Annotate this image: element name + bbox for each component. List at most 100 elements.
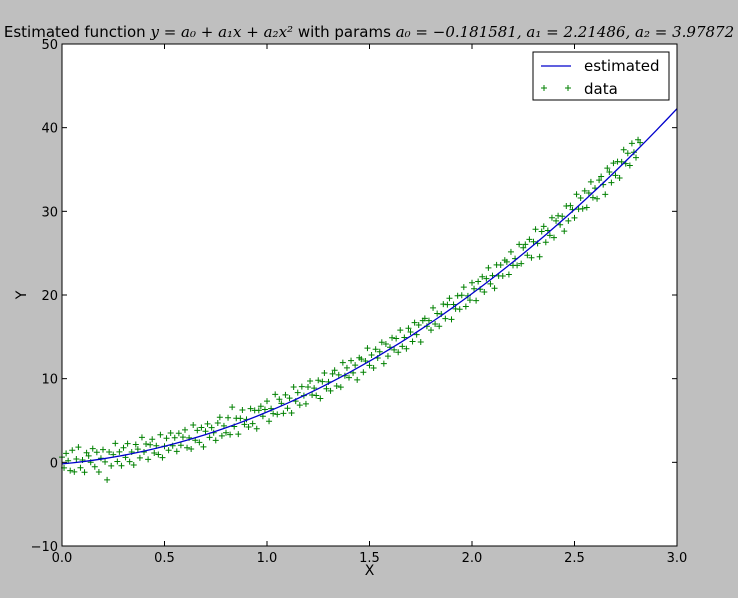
data-point [321,370,328,377]
data-point [151,449,158,456]
data-point [147,441,154,448]
data-point [456,306,463,313]
data-point [469,279,475,286]
data-point [245,423,252,430]
data-point [389,334,396,341]
data-point [596,177,603,184]
legend-box [532,51,670,101]
data-point [483,275,490,282]
data-point [518,260,525,267]
data-point [481,288,488,295]
data-point [272,391,279,398]
y-tick-label: 20 [41,289,58,304]
data-point [581,187,588,194]
data-point [598,173,605,180]
data-point [376,348,383,355]
data-point [612,172,619,179]
data-point [89,445,96,452]
data-point [346,374,352,381]
data-point [124,440,131,447]
data-point [206,434,213,441]
legend: estimated data [532,51,670,101]
data-point [114,458,121,465]
data-point [241,421,248,428]
data-point [448,316,455,323]
data-point [218,432,225,439]
data-point [368,351,375,358]
data-point [305,383,311,390]
data-point [460,284,467,291]
data-point [335,371,342,378]
data-point [589,194,596,201]
chart-title: Estimated function y = a₀ + a₁x + a₂x² w… [4,23,734,41]
data-point [497,262,504,269]
data-point [360,369,367,376]
x-tick-label: 1.5 [359,551,380,566]
data-point [315,377,322,384]
data-point [67,467,74,474]
data-point [637,139,644,146]
data-point [553,217,560,224]
data-point [261,406,268,413]
x-tick-label: 2.0 [462,551,483,566]
data-point [428,327,434,334]
y-tick-label: 40 [41,122,58,137]
data-point [85,452,92,459]
data-point [104,476,111,483]
data-point [130,462,137,469]
data-point [106,448,113,455]
data-point [339,359,346,366]
data-point [583,204,590,211]
data-point [585,190,592,197]
data-point [163,435,170,442]
legend-estimated-label: estimated [584,57,660,75]
data-point [382,340,389,347]
chart-title-formula: y = a₀ + a₁x + a₂x² [149,23,293,41]
data-point [227,431,234,438]
data-point [307,377,314,384]
data-point [620,146,627,153]
y-axis-label: Y [14,290,30,300]
data-point [573,191,580,198]
data-point [313,392,320,399]
data-point [343,364,350,371]
data-point [514,262,521,269]
x-tick-label: 3.0 [667,551,688,566]
data-point [415,321,422,328]
data-point [626,162,633,169]
data-point [616,175,623,182]
y-tick-label: 30 [41,205,58,220]
data-point [282,391,289,398]
data-point [223,429,229,436]
data-point [520,244,527,251]
data-point [499,272,506,279]
data-point [395,349,402,356]
data-point [434,310,441,317]
data-point [444,301,451,308]
data-point [530,238,537,245]
data-point [165,447,172,454]
data-point [81,469,88,476]
data-point [264,398,270,405]
data-point [540,223,547,230]
data-point [403,345,410,352]
data-point [329,370,336,377]
data-point [624,150,631,157]
data-point [425,317,432,324]
data-point [432,321,439,328]
data-point [331,367,338,374]
data-point [333,382,340,389]
data-point [270,410,277,417]
data-point [354,376,361,383]
data-point [216,414,223,421]
data-point [108,462,115,469]
data-point [298,383,305,390]
data-point [364,345,371,352]
chart-title-params: a₀ = −0.181581, a₁ = 2.21486, a₂ = 3.978… [396,23,734,41]
data-point [417,339,424,346]
data-point [466,297,473,304]
data-point [378,339,385,346]
data-point [323,385,330,392]
data-point [411,319,418,326]
